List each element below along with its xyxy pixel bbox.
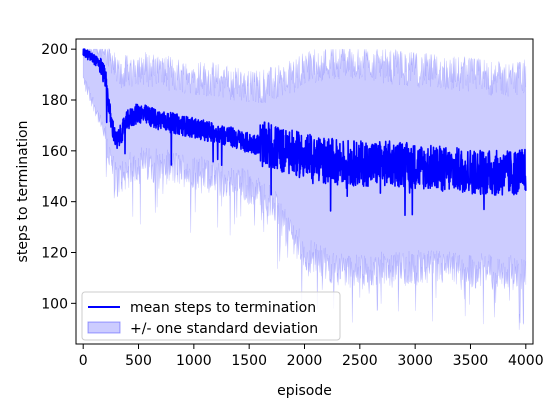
mean-point bbox=[282, 150, 284, 152]
y-axis-label: steps to termination bbox=[15, 121, 31, 263]
x-tick-label: 4000 bbox=[508, 353, 544, 369]
mean-point bbox=[193, 127, 195, 129]
mean-point bbox=[248, 142, 250, 144]
x-tick-label: 2500 bbox=[342, 353, 378, 369]
mean-point bbox=[116, 142, 118, 144]
mean-point bbox=[138, 112, 140, 114]
y-tick-label: 140 bbox=[41, 195, 68, 211]
x-tick-label: 2000 bbox=[287, 353, 323, 369]
mean-point bbox=[99, 64, 101, 66]
plot-area bbox=[82, 48, 527, 330]
y-tick-label: 160 bbox=[41, 144, 68, 160]
mean-point bbox=[105, 76, 107, 78]
x-tick-label: 3000 bbox=[397, 353, 433, 369]
mean-point bbox=[525, 170, 527, 172]
x-axis-label: episode bbox=[277, 383, 332, 399]
std-band bbox=[82, 48, 527, 330]
mean-point bbox=[82, 51, 84, 53]
y-tick-label: 120 bbox=[41, 246, 68, 262]
mean-point bbox=[304, 155, 306, 157]
x-axis: 0 500 1000 1500 2000 2500 3000 3500 4000 bbox=[79, 344, 544, 369]
legend: mean steps to termination +/- one standa… bbox=[81, 291, 341, 341]
x-tick-label: 500 bbox=[125, 353, 152, 369]
mean-point bbox=[359, 163, 361, 165]
mean-point bbox=[127, 120, 129, 122]
y-tick-label: 200 bbox=[41, 42, 68, 58]
mean-point bbox=[470, 170, 472, 172]
mean-point bbox=[437, 168, 439, 170]
mean-point bbox=[94, 59, 96, 61]
mean-point bbox=[271, 145, 273, 147]
mean-point bbox=[226, 135, 228, 137]
mean-point bbox=[160, 120, 162, 122]
legend-entry-mean: mean steps to termination bbox=[130, 300, 316, 316]
mean-point bbox=[326, 160, 328, 162]
legend-band-swatch bbox=[87, 321, 121, 334]
legend-box bbox=[81, 291, 341, 341]
mean-line-layer bbox=[82, 48, 527, 216]
mean-point bbox=[110, 120, 112, 122]
mean-line bbox=[82, 48, 527, 216]
mean-point bbox=[392, 163, 394, 165]
x-tick-label: 0 bbox=[79, 353, 88, 369]
x-tick-label: 3500 bbox=[453, 353, 489, 369]
y-tick-label: 180 bbox=[41, 93, 68, 109]
legend-entry-std: +/- one standard deviation bbox=[130, 321, 318, 337]
mean-point bbox=[414, 165, 416, 167]
y-axis: 100 120 140 160 180 200 bbox=[41, 42, 76, 312]
mean-point bbox=[503, 173, 505, 175]
y-tick-label: 100 bbox=[41, 296, 68, 312]
std-band-layer bbox=[82, 48, 527, 330]
x-tick-label: 1000 bbox=[176, 353, 212, 369]
x-tick-label: 1500 bbox=[231, 353, 267, 369]
